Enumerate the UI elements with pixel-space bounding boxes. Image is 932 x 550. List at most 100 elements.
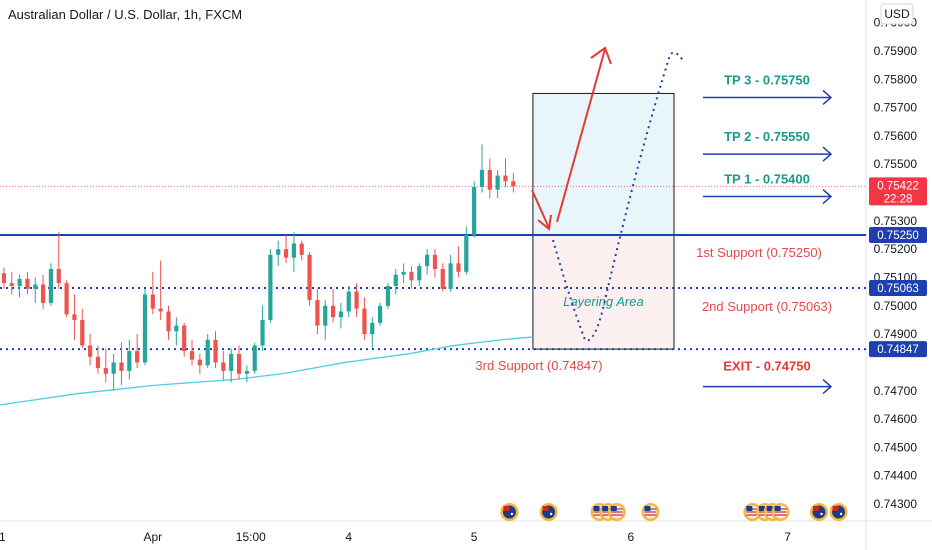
tp-3-label: TP 3 - 0.75750 (724, 72, 810, 87)
price-tick-label: 0.75900 (874, 44, 918, 58)
au-event-icon[interactable] (829, 503, 848, 521)
support-2-tag[interactable] (869, 279, 927, 296)
candle-body (33, 284, 38, 289)
candle-body (135, 351, 140, 363)
price-tick-label: 0.75800 (874, 72, 918, 86)
candle-body (64, 283, 69, 315)
exit-arrow-head (822, 379, 833, 395)
candle-body (9, 283, 14, 286)
au-event-icon[interactable] (809, 503, 828, 521)
tp-1-label: TP 1 - 0.75400 (724, 172, 810, 187)
candle-body (354, 291, 359, 309)
price-tick-label: 0.74700 (874, 384, 918, 398)
candle-body (401, 271, 406, 275)
scenario-dip-arrow (531, 189, 550, 229)
scenario-rally-arrowhead (590, 46, 612, 65)
candle-body (119, 362, 124, 371)
candle-body (244, 370, 249, 374)
time-tick-label: 1 (0, 530, 6, 544)
price-tick-label: 0.74600 (874, 412, 918, 426)
flag-canton (812, 506, 819, 511)
candle-body (370, 322, 375, 335)
candle-body (182, 325, 187, 352)
candle-body (346, 291, 351, 312)
profit-zone[interactable] (532, 92, 675, 236)
tp-3-arrow-head (822, 89, 833, 106)
candle-body (48, 268, 54, 303)
flag-canton (593, 506, 600, 511)
price-tick-label: 0.75000 (874, 299, 918, 313)
moving-average-line (0, 336, 533, 406)
currency-label: USD (884, 7, 910, 21)
tp-1-arrow-head (822, 188, 833, 205)
time-tick-label: 15:00 (236, 530, 266, 544)
currency-box[interactable] (880, 3, 914, 25)
flag-canton (774, 506, 781, 511)
candle-body (103, 368, 108, 374)
current-price-tag-label: 0.75422 (877, 180, 919, 192)
time-tick-label: 6 (628, 530, 635, 544)
candle-body (511, 181, 516, 187)
third-support-label: 3rd Support (0.74847) (475, 358, 602, 373)
au-event-icon[interactable] (500, 503, 519, 521)
us-event-icon[interactable] (743, 503, 762, 521)
time-tick-label: Apr (143, 530, 162, 544)
time-tick-label: 5 (471, 530, 478, 544)
first-support-label: 1st Support (0.75250) (696, 245, 822, 260)
candle-body (252, 345, 257, 371)
candle-body (72, 314, 77, 320)
candle-body (189, 351, 195, 360)
support-1-tag[interactable] (869, 227, 927, 244)
candle-body (25, 278, 30, 289)
candle-body (409, 271, 414, 281)
price-tick-label: 0.75600 (874, 129, 918, 143)
candle-body (229, 353, 234, 371)
candle-body (448, 263, 453, 289)
price-tick-label: 0.74400 (874, 469, 918, 483)
candle-body (260, 319, 265, 346)
candle-body (283, 249, 289, 258)
candle-body (323, 305, 328, 326)
us-event-icon[interactable] (641, 503, 660, 521)
scenario-layered-path (552, 51, 685, 342)
candle-body (41, 284, 46, 303)
chart-title: Australian Dollar / U.S. Dollar, 1h, FXC… (8, 7, 242, 22)
candle-body (56, 268, 61, 284)
candle-body (213, 339, 218, 363)
candle-body (315, 300, 320, 326)
flag-canton (503, 506, 510, 511)
flag-star (510, 512, 514, 516)
candle-body (111, 362, 116, 374)
loss-zone[interactable] (532, 234, 675, 350)
candle-body (197, 359, 202, 366)
price-tick-label: 0.75200 (874, 242, 918, 256)
candle-body (456, 263, 461, 272)
price-tick-label: 0.75500 (874, 157, 918, 171)
flag-canton (610, 506, 617, 511)
scenario-rally-arrow (556, 48, 606, 223)
support-3-tag-label: 0.74847 (877, 344, 919, 356)
candle-body (158, 308, 163, 312)
candle-body (88, 345, 93, 357)
current-price-tag-countdown: 22:28 (884, 193, 913, 205)
candle-body (150, 294, 155, 309)
us-event-icon[interactable] (607, 503, 626, 521)
candle-body (142, 294, 148, 363)
candle-body (487, 169, 492, 190)
support-3-tag[interactable] (869, 341, 927, 358)
candle-body (432, 254, 438, 269)
candle-body (503, 175, 508, 182)
candle-body (495, 175, 500, 190)
au-event-icon[interactable] (539, 503, 558, 521)
flag-canton (746, 506, 753, 511)
candle-body (236, 353, 242, 374)
candle-body (291, 243, 296, 258)
candle-body (221, 362, 226, 371)
candle-body (174, 325, 179, 332)
candle-body (377, 305, 383, 323)
current-price-tag[interactable] (869, 177, 927, 206)
candle-body (393, 274, 398, 286)
us-event-icon[interactable] (771, 503, 790, 521)
candle-body (276, 249, 281, 255)
candle-body (1, 273, 7, 284)
